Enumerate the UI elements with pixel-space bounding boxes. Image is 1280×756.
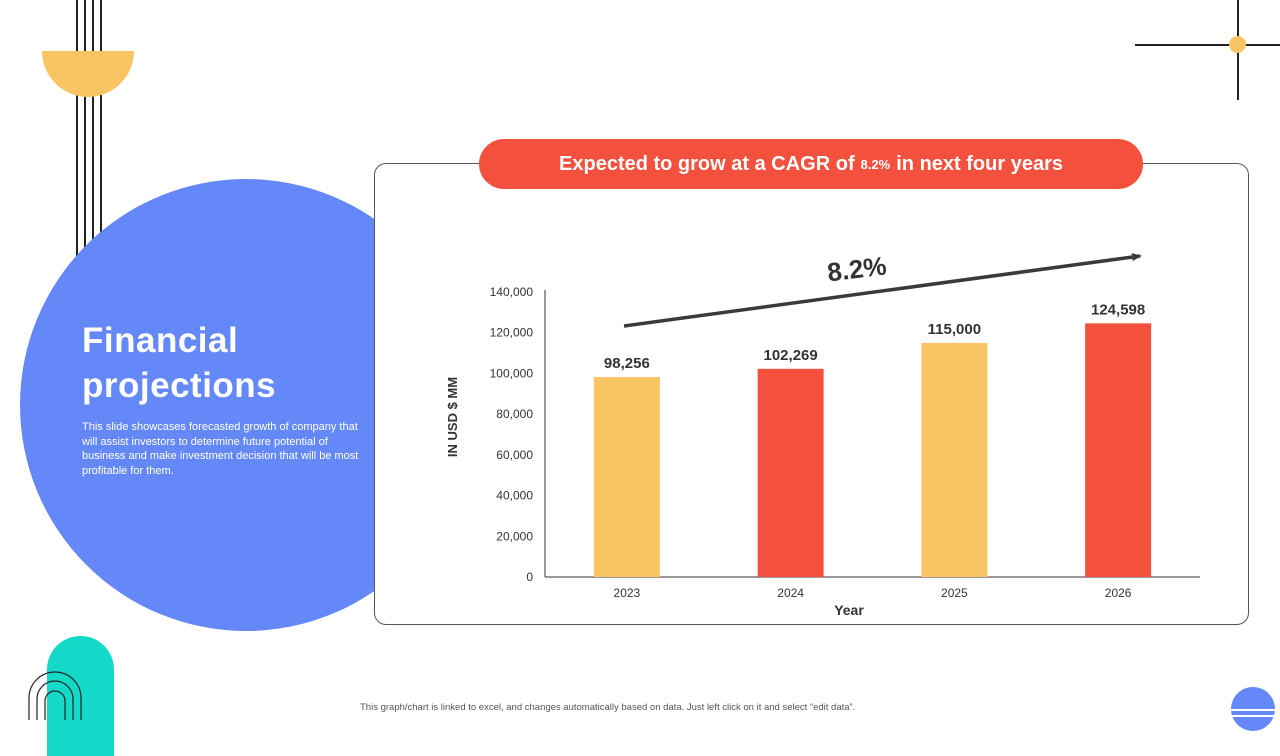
cagr-banner: Expected to grow at a CAGR of 8.2% in ne… <box>479 139 1143 189</box>
growth-arrow <box>623 253 1142 328</box>
decor-arcs <box>28 671 82 720</box>
bar-chart: 8.2% IN USD $ MM Year 0 20,000 40,000 60,00… <box>445 251 1200 618</box>
footnote: This graph/chart is linked to excel, and… <box>360 702 856 713</box>
y-axis-label: IN USD $ MM <box>445 377 460 457</box>
y-tick-label: 20,000 <box>496 529 533 543</box>
y-tick-label: 40,000 <box>496 489 533 503</box>
x-tick-label: 2025 <box>941 586 968 600</box>
y-tick-label: 120,000 <box>490 326 534 340</box>
bar-2025 <box>921 342 988 577</box>
x-tick-label: 2023 <box>614 586 641 600</box>
banner-suffix: in next four years <box>896 152 1063 175</box>
decor-line <box>1229 715 1279 717</box>
page-title: Financial projections <box>82 318 382 408</box>
y-tick-label: 0 <box>526 570 533 584</box>
bar-value-label: 124,598 <box>1091 301 1145 318</box>
decor-line <box>100 0 102 234</box>
y-tick-label: 80,000 <box>496 407 533 421</box>
bar-2026 <box>1085 323 1152 577</box>
decor-line <box>92 0 94 242</box>
x-tick-label: 2026 <box>1105 586 1132 600</box>
y-tick-label: 60,000 <box>496 448 533 462</box>
page-description: This slide showcases forecasted growth o… <box>82 421 359 477</box>
decor-line <box>76 0 78 258</box>
page-title-line2: projections <box>82 366 277 405</box>
bar-value-label: 102,269 <box>764 347 818 364</box>
x-axis-label: Year <box>834 602 864 618</box>
decor-line <box>84 0 86 250</box>
y-tick-label: 140,000 <box>490 285 534 299</box>
x-tick-label: 2024 <box>777 586 804 600</box>
bar-value-label: 115,000 <box>928 321 981 338</box>
decor-crosshair-h <box>1135 44 1280 46</box>
bar-value-label: 98,256 <box>604 355 650 372</box>
bar-2023 <box>593 376 660 577</box>
decor-line <box>1229 709 1279 711</box>
decor-crosshair-dot <box>1229 36 1246 53</box>
banner-percent: 8.2% <box>860 156 891 172</box>
growth-annotation: 8.2% <box>826 251 888 288</box>
banner-prefix: Expected to grow at a CAGR of <box>559 152 855 175</box>
bar-2024 <box>757 368 824 577</box>
page-title-line1: Financial <box>82 321 239 360</box>
y-tick-label: 100,000 <box>490 366 534 380</box>
